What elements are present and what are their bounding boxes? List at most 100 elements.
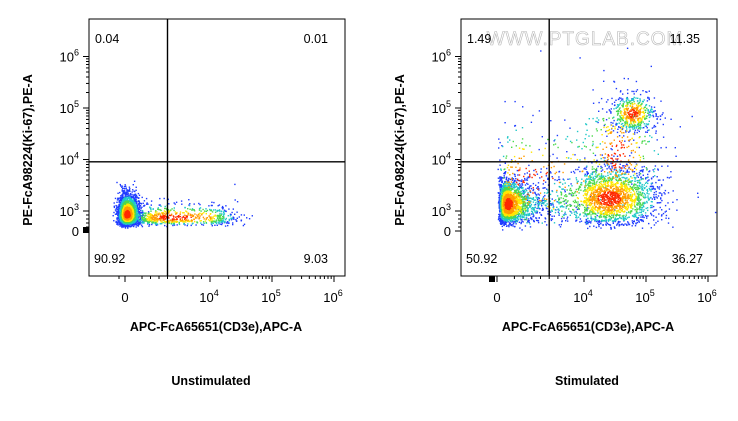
- event-dot: [182, 220, 184, 223]
- event-dot: [641, 166, 643, 168]
- event-dot: [191, 208, 194, 210]
- event-dot: [184, 217, 186, 219]
- event-dot: [622, 219, 625, 221]
- event-dot: [154, 219, 156, 221]
- event-dot: [627, 98, 629, 100]
- event-dot: [582, 141, 584, 144]
- event-dot: [637, 97, 639, 99]
- event-dot: [575, 216, 577, 219]
- event-dot: [543, 199, 545, 202]
- event-dot: [201, 214, 203, 216]
- event-dot: [596, 117, 598, 119]
- event-dot: [557, 211, 560, 213]
- event-dot: [117, 223, 119, 225]
- event-dot: [649, 206, 652, 209]
- event-dot: [538, 217, 540, 219]
- event-dot: [168, 212, 170, 214]
- event-dot: [125, 197, 127, 199]
- event-dot: [116, 205, 118, 207]
- event-dot: [636, 221, 639, 224]
- event-dot: [635, 216, 638, 218]
- event-dot: [202, 224, 205, 226]
- event-dot: [522, 106, 524, 108]
- event-dot: [148, 224, 151, 226]
- event-dot: [502, 155, 505, 158]
- event-dot: [236, 201, 239, 203]
- event-dot: [640, 214, 642, 216]
- event-dot: [156, 217, 158, 220]
- event-dot: [697, 196, 699, 198]
- event-dot: [113, 220, 115, 222]
- event-dot: [635, 222, 637, 224]
- event-dot: [522, 191, 525, 193]
- event-dot: [661, 219, 663, 221]
- event-dot: [186, 211, 188, 213]
- event-dot: [152, 221, 154, 223]
- event-dot: [664, 193, 666, 195]
- event-dot: [617, 174, 620, 176]
- event-dot: [630, 152, 633, 154]
- event-dot: [126, 198, 128, 200]
- event-dot: [511, 185, 513, 187]
- event-dot: [117, 213, 120, 215]
- event-dot: [150, 213, 152, 215]
- event-dot: [222, 219, 224, 221]
- event-dot: [521, 184, 524, 186]
- event-dot: [554, 211, 557, 214]
- event-dot: [164, 205, 166, 208]
- event-dot: [538, 110, 541, 112]
- event-dot: [627, 221, 629, 223]
- event-dot: [628, 223, 631, 226]
- event-dot: [223, 215, 225, 217]
- event-dot: [569, 140, 572, 143]
- event-dot: [232, 218, 234, 220]
- event-dot: [605, 130, 607, 133]
- event-dot: [135, 186, 137, 188]
- event-dot: [552, 153, 554, 156]
- event-dot: [583, 168, 585, 170]
- event-dot: [135, 202, 138, 205]
- event-dot: [643, 187, 646, 190]
- event-dot: [588, 178, 590, 180]
- event-dot: [664, 189, 667, 192]
- event-dot: [149, 206, 151, 208]
- event-dot: [139, 218, 141, 221]
- event-dot: [558, 224, 560, 226]
- event-dot: [175, 216, 177, 218]
- event-dot: [646, 91, 648, 93]
- event-dot: [129, 194, 131, 196]
- event-dot: [157, 219, 159, 221]
- event-dot: [159, 213, 161, 215]
- event-dot: [524, 225, 527, 227]
- event-dot: [566, 218, 568, 220]
- quadrant-lower-right-value: 9.03: [304, 252, 328, 266]
- event-dot: [511, 223, 513, 226]
- event-dot: [661, 113, 663, 116]
- event-dot: [640, 208, 642, 211]
- event-dot: [221, 223, 223, 226]
- event-dot: [173, 222, 175, 224]
- event-dot: [589, 178, 591, 180]
- event-dot: [131, 201, 134, 203]
- event-dot: [509, 222, 511, 224]
- event-dot: [194, 221, 196, 223]
- event-dot: [586, 220, 589, 223]
- event-dot: [592, 102, 595, 104]
- event-dot: [127, 193, 129, 195]
- event-dot: [191, 214, 193, 216]
- event-dot: [555, 191, 558, 193]
- event-dot: [575, 211, 577, 213]
- event-dot: [665, 210, 667, 212]
- event-dot: [528, 197, 530, 199]
- event-dot: [521, 229, 523, 231]
- event-dot: [579, 159, 581, 161]
- event-dot: [119, 191, 121, 194]
- event-dot: [672, 226, 674, 228]
- event-dot: [216, 224, 218, 226]
- event-dot: [591, 219, 593, 221]
- event-dot: [213, 215, 215, 217]
- event-dot: [153, 216, 155, 219]
- event-dot: [526, 172, 528, 174]
- event-dot: [650, 106, 653, 108]
- event-dot: [670, 171, 672, 173]
